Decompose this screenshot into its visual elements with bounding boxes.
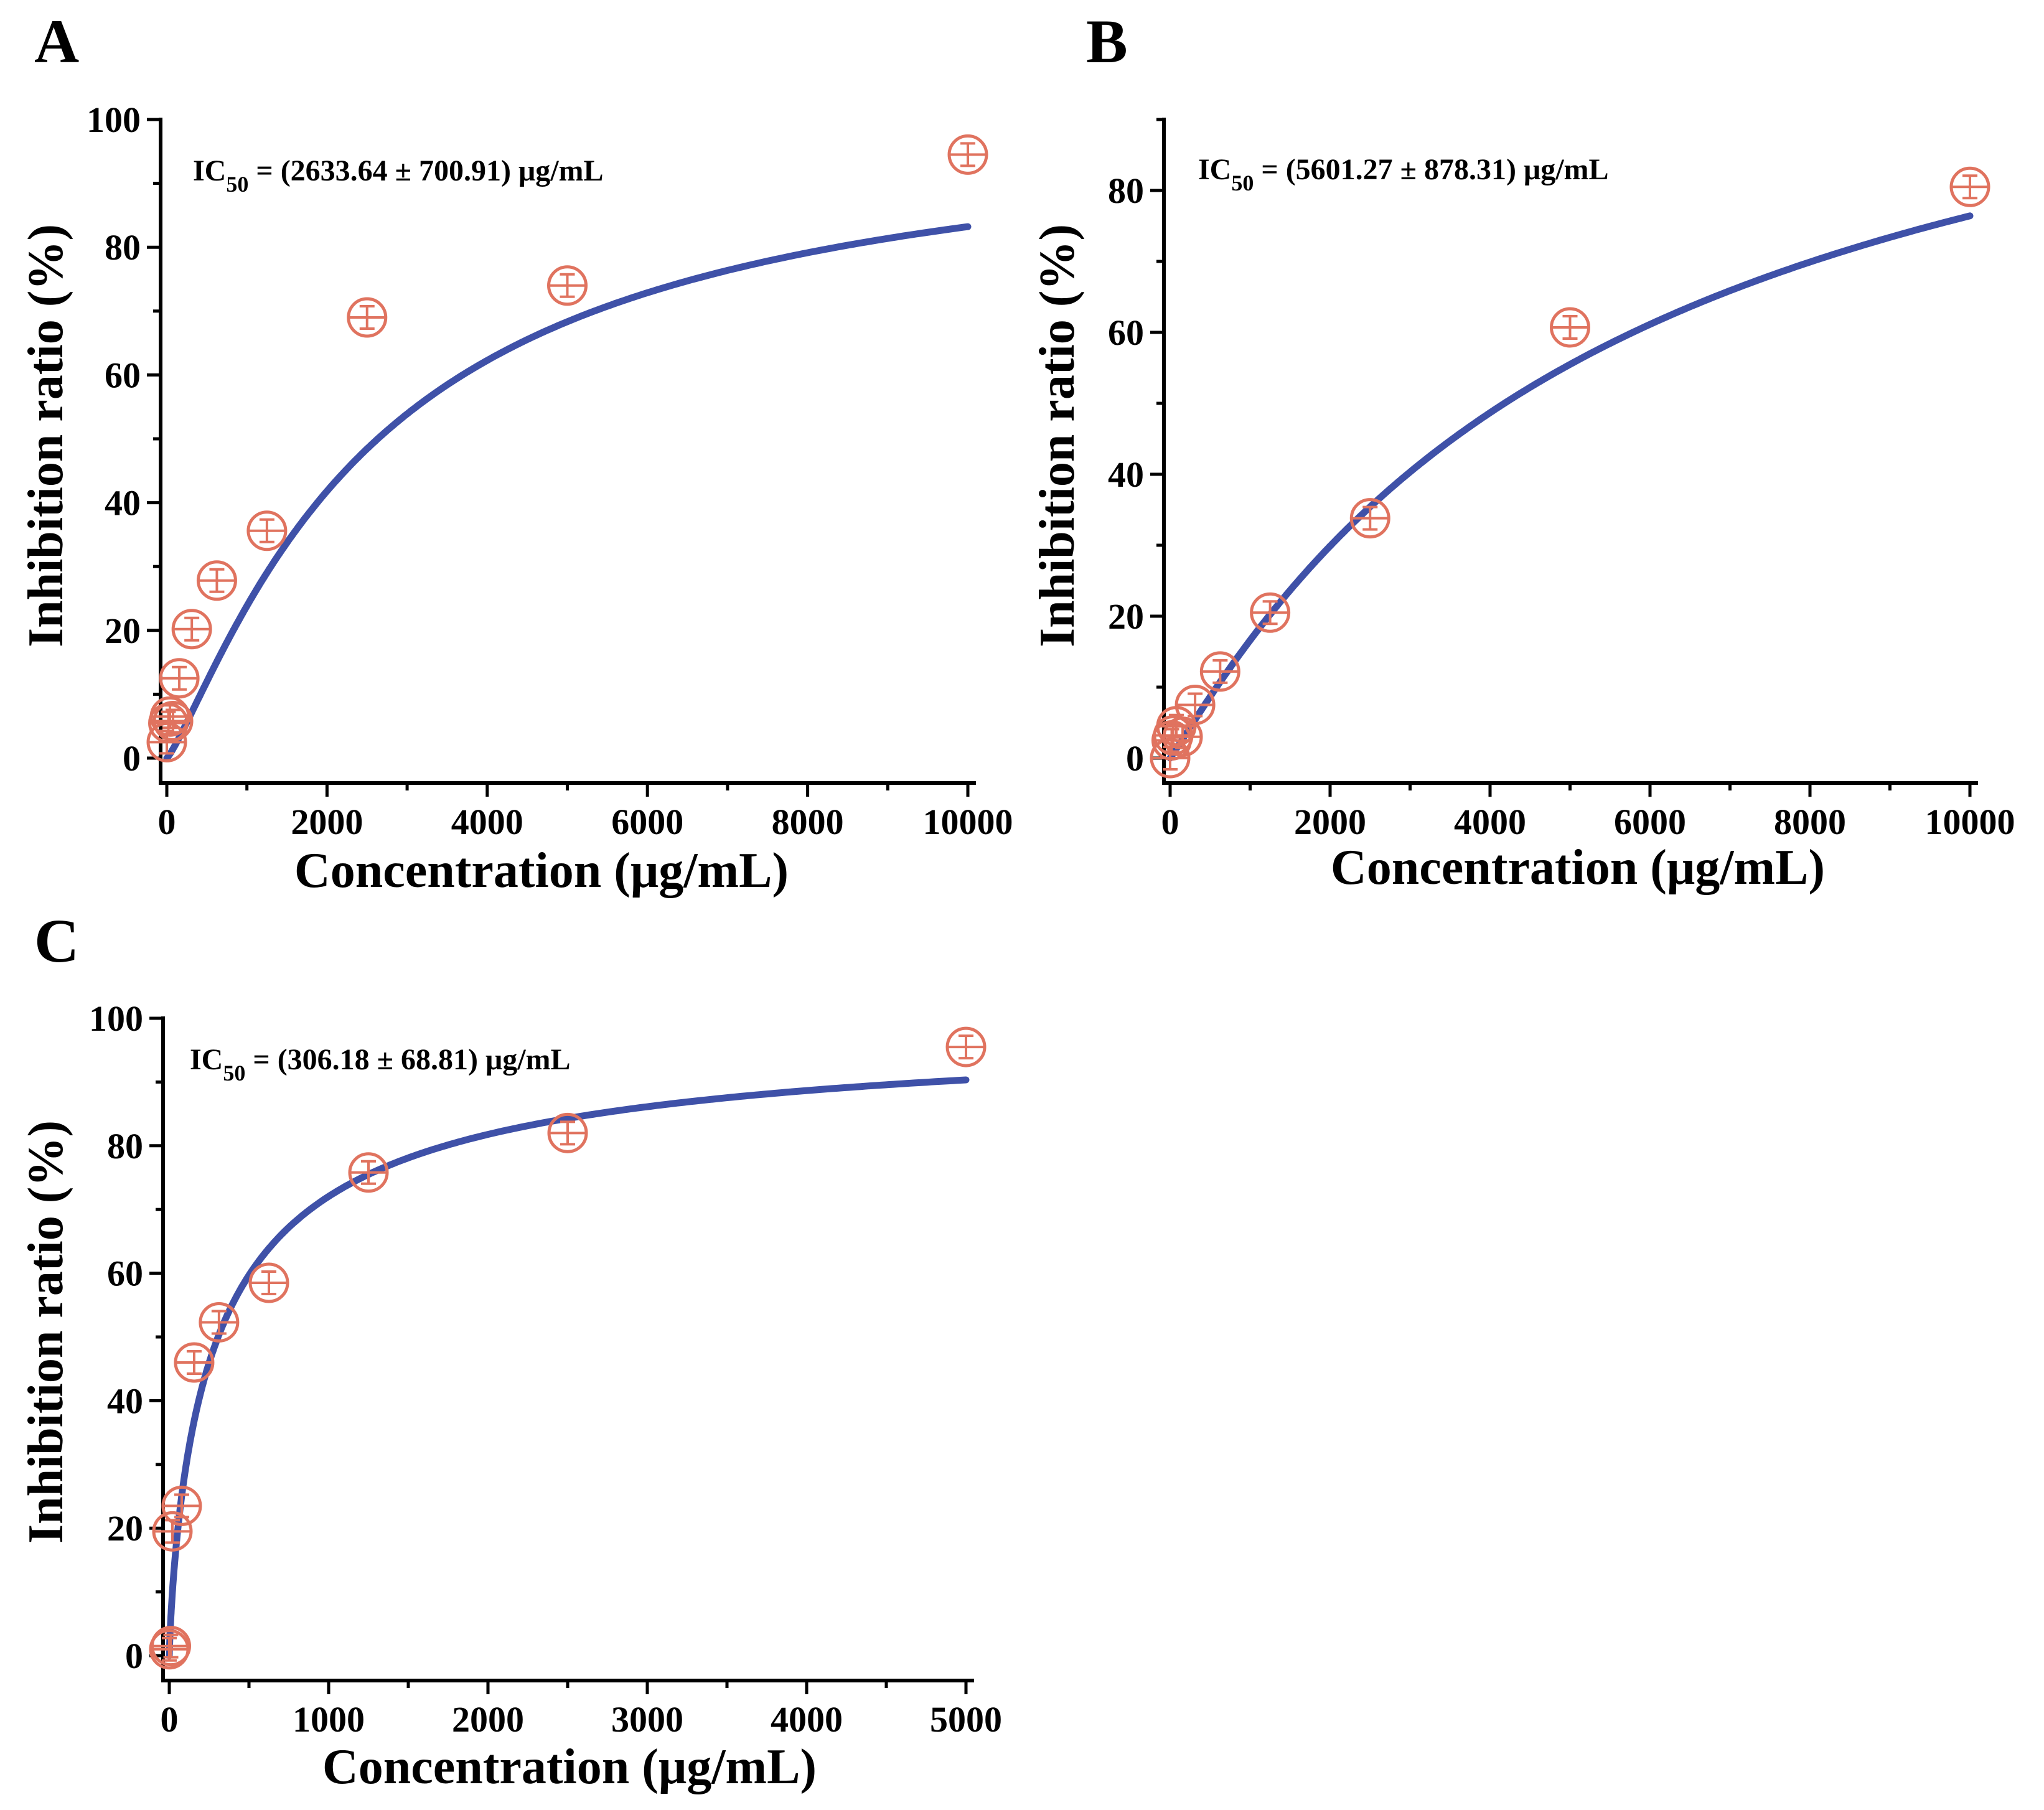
panel-a-data-point [347,297,388,338]
panel-c-data-point [945,1026,987,1067]
panel-b-data-points [1150,166,1990,779]
panel-c-x-tick-label: 5000 [930,1699,1002,1740]
panel-b-x-axis-title: Concentration (μg/mL) [1331,840,1825,895]
panel-b-x-tick-label: 6000 [1614,802,1686,842]
panel-a-fit-line [163,223,972,762]
panel-a-y-tick-label: 100 [87,100,141,140]
panel-c-data-point [248,1262,289,1303]
panel-a-x-tick-label: 6000 [611,802,683,842]
panel-c-x-tick-label: 2000 [452,1699,524,1740]
panel-a-y-tick-label: 0 [123,738,141,779]
panel-b-axes: 0 2000 4000 6000 8000 10000 0 20 40 60 80 [1108,118,2015,842]
panel-a-y-tick-label: 40 [105,483,141,523]
panel-c-fit-curve [166,1076,970,1659]
panel-b-data-point [1250,592,1291,633]
panel-a-data-point [152,700,194,741]
panel-b-data-point [1349,498,1390,539]
panel-b-data-point [1949,166,1990,207]
panel-a-data-point [947,134,988,175]
panel-a-x-axis-title: Concentration (μg/mL) [294,843,789,898]
panel-b-ic50-annotation: IC50 = (5601.27 ± 878.31) μg/mL [1198,153,1609,195]
panel-c-axes: 0 1000 2000 3000 4000 5000 0 20 40 60 80 100 [89,998,1002,1740]
panel-c-data-point [151,1626,192,1667]
panel-a-data-point [171,609,212,650]
panel-a-data-points [146,134,988,762]
panel-a-y-axis-title: Inhibition ratio (%) [19,224,73,647]
panel-c-y-tick-label: 60 [107,1254,143,1294]
panel-b-letter: B [1086,7,1128,76]
panel-a-x-tick-label: 10000 [923,802,1013,842]
panel-b-data-point [1174,685,1216,725]
panel-b-fit-curve [1166,212,1974,762]
panel-a-data-point [196,560,237,601]
panel-c-fit-line [166,1076,970,1659]
panel-a-x-tick-label: 0 [158,802,176,842]
panel-a-x-tick-label: 2000 [291,802,363,842]
panel-b-y-tick-label: 80 [1108,171,1144,211]
panel-c-ic50-annotation: IC50 = (306.18 ± 68.81) μg/mL [190,1043,571,1086]
panel-a-letter: A [34,7,79,76]
panel-b-data-point [1199,651,1240,692]
panel-a-x-tick-label: 8000 [772,802,844,842]
panel-b-y-tick-label: 60 [1108,312,1144,353]
panel-c-data-point [348,1152,389,1193]
panel-c-x-tick-label: 0 [161,1699,179,1740]
panel-b-x-tick-label: 2000 [1294,802,1366,842]
panel-c-data-point [161,1485,202,1526]
panel-a-y-tick-label: 80 [105,227,141,268]
panel-a-data-point [246,510,288,551]
panel-c-y-tick-label: 40 [107,1381,143,1421]
panel-a-data-point [547,265,588,306]
panel-c: C 0 1000 2000 3000 4000 5000 0 20 40 60 80 100 IC50… [19,906,1002,1794]
panel-b-x-tick-label: 4000 [1454,802,1526,842]
panel-c-y-axis-title: Inhibition ratio (%) [19,1120,73,1544]
panel-b: B 0 2000 4000 6000 8000 10000 0 20 40 60 80 IC50 =… [1030,7,2015,895]
panel-a-y-tick-label: 20 [105,611,141,651]
panel-c-y-tick-label: 20 [107,1508,143,1549]
panel-c-x-tick-label: 1000 [293,1699,365,1740]
panel-c-data-point [174,1342,215,1383]
panel-a-ic50-annotation: IC50 = (2633.64 ± 700.91) μg/mL [193,154,604,197]
panel-c-letter: C [34,906,79,975]
panel-a-data-point [159,658,200,699]
panel-b-y-tick-label: 20 [1108,596,1144,637]
panel-c-y-tick-label: 80 [107,1126,143,1166]
panel-a: A 0 2000 4000 6000 8000 10000 0 20 40 60 80 100 IC5… [19,7,1013,898]
panel-a-y-tick-label: 60 [105,355,141,395]
panel-c-x-axis-title: Concentration (μg/mL) [322,1740,817,1794]
panel-a-x-tick-label: 4000 [451,802,523,842]
panel-c-data-point [547,1112,588,1153]
panel-c-data-points [149,1026,987,1670]
panel-c-data-point [199,1301,240,1343]
panel-b-y-tick-label: 40 [1108,454,1144,495]
panel-c-x-tick-label: 3000 [611,1699,683,1740]
panel-b-y-axis-title: Inhibition ratio (%) [1030,224,1085,647]
panel-b-fit-line [1166,212,1974,762]
panel-c-y-tick-label: 0 [125,1636,143,1676]
panel-c-x-tick-label: 4000 [771,1699,843,1740]
panel-a-fit-curve [163,223,972,762]
panel-a-axes: 0 2000 4000 6000 8000 10000 0 20 40 60 80 100 [87,100,1013,842]
panel-b-y-tick-label: 0 [1126,738,1144,779]
panel-b-data-point [1550,307,1590,348]
panel-b-x-tick-label: 10000 [1925,802,2015,842]
panel-b-x-tick-label: 8000 [1774,802,1846,842]
panel-c-y-tick-label: 100 [89,998,143,1039]
panel-b-x-tick-label: 0 [1161,802,1179,842]
